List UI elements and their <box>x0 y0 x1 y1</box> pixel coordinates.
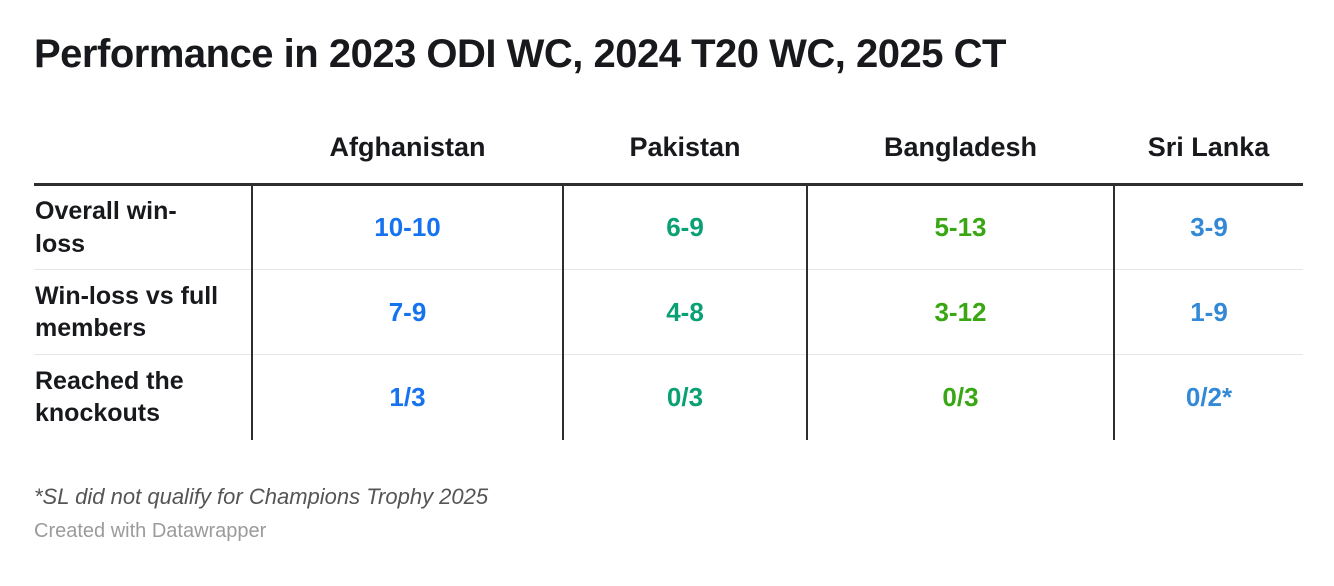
row-label-reached-knockouts: Reached the knockouts <box>35 366 184 428</box>
row-label-win-loss-full-members: Win-loss vs full members <box>34 269 252 355</box>
value-knockouts-pakistan: 0/3 <box>562 354 807 440</box>
value-overall-pakistan: 6-9 <box>562 184 807 270</box>
page-title: Performance in 2023 ODI WC, 2024 T20 WC,… <box>34 32 1006 76</box>
value-fullmembers-bangladesh: 3-12 <box>806 269 1114 355</box>
value-fullmembers-sri-lanka: 1-9 <box>1113 269 1303 355</box>
attribution-datawrapper: Created with Datawrapper <box>34 519 267 542</box>
column-header-pakistan: Pakistan <box>563 132 807 186</box>
column-header-bangladesh: Bangladesh <box>807 132 1114 186</box>
performance-table: Afghanistan Pakistan Bangladesh Sri Lank… <box>34 132 1303 440</box>
value-fullmembers-pakistan: 4-8 <box>562 269 807 355</box>
value-fullmembers-afghanistan: 7-9 <box>251 269 563 355</box>
value-overall-afghanistan: 10-10 <box>251 184 563 270</box>
footnote: *SL did not qualify for Champions Trophy… <box>34 483 489 509</box>
table-row-overall-win-loss: Overall win-loss 10-10 6-9 5-13 3-9 <box>34 184 1303 270</box>
column-header-sri-lanka: Sri Lanka <box>1114 132 1303 186</box>
header-corner-empty <box>34 132 252 186</box>
table-row-win-loss-full-members: Win-loss vs full members 7-9 4-8 3-12 1-… <box>34 269 1303 355</box>
value-overall-bangladesh: 5-13 <box>806 184 1114 270</box>
header-row: Afghanistan Pakistan Bangladesh Sri Lank… <box>34 132 1303 186</box>
column-header-afghanistan: Afghanistan <box>252 132 563 186</box>
table-row-reached-knockouts: Reached the knockouts 1/3 0/3 0/3 0/2* <box>34 354 1303 440</box>
value-knockouts-sri-lanka: 0/2* <box>1113 354 1303 440</box>
value-knockouts-afghanistan: 1/3 <box>251 354 563 440</box>
value-knockouts-bangladesh: 0/3 <box>806 354 1114 440</box>
value-overall-sri-lanka: 3-9 <box>1113 184 1303 270</box>
row-label-overall-win-loss: Overall win-loss <box>34 184 252 270</box>
